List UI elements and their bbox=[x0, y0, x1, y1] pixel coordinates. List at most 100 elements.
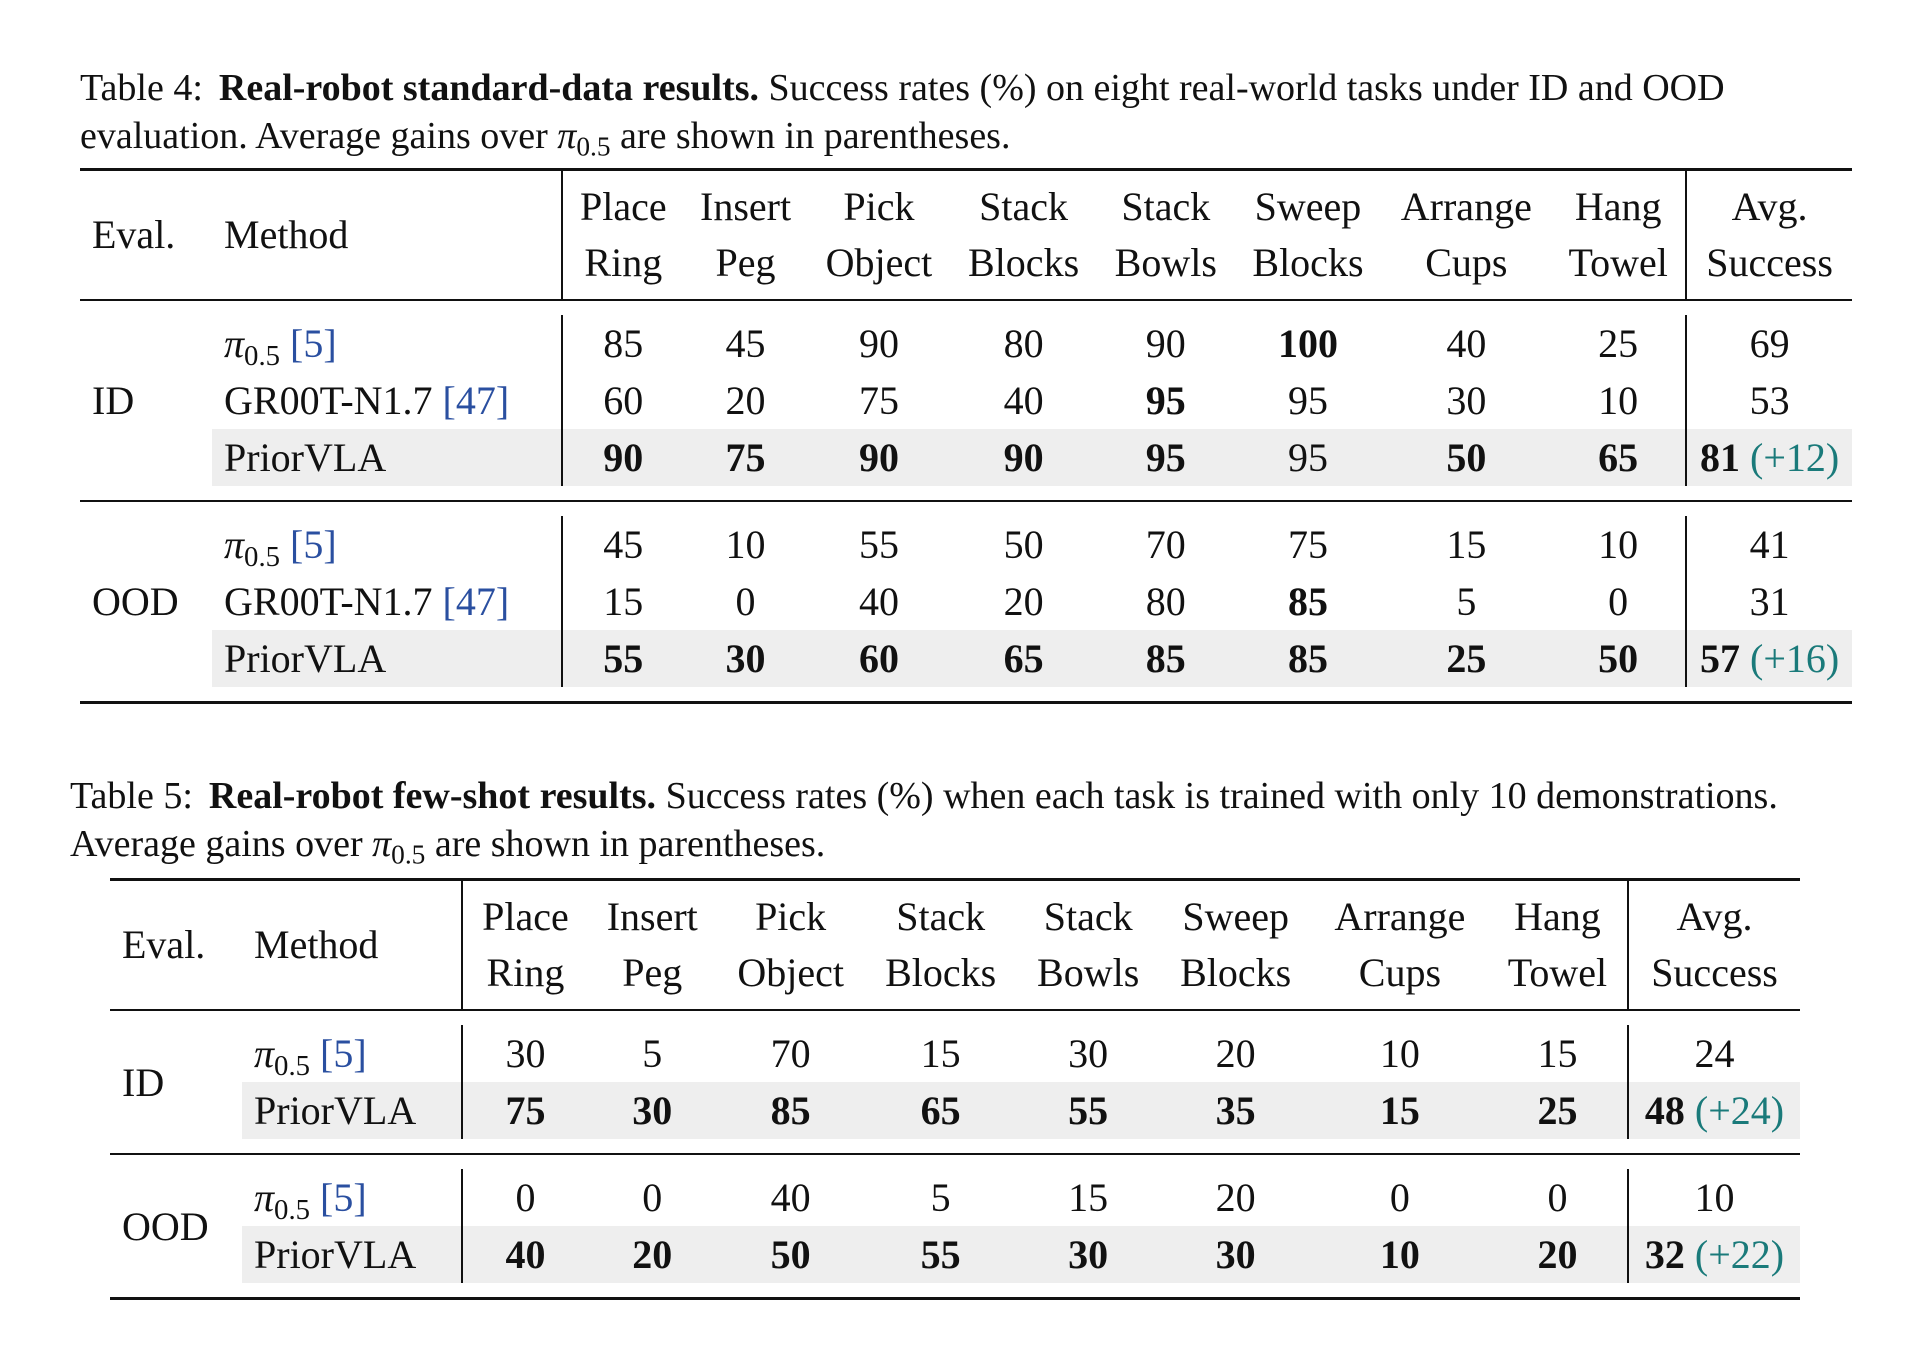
value-cell: 40 bbox=[1003, 378, 1044, 423]
citation-link[interactable]: [5] bbox=[320, 1031, 367, 1076]
header-row: Eval. Method Place Ring Insert Peg Pick Object S… bbox=[110, 878, 1800, 1010]
value-cell: 50 bbox=[1003, 522, 1044, 567]
method-cell: PriorVLA bbox=[242, 1226, 463, 1283]
header-task: Sweep Blocks bbox=[1159, 878, 1312, 1010]
avg-cell: 24 bbox=[1627, 1025, 1800, 1082]
header-task-line: Stack bbox=[1121, 184, 1211, 229]
value-cell: 60 bbox=[561, 372, 684, 429]
value-cell: 45 bbox=[561, 516, 684, 573]
value-cell: 75 bbox=[683, 429, 808, 486]
method-name: PriorVLA bbox=[224, 435, 387, 480]
table5-caption-post: are shown in parentheses. bbox=[425, 823, 826, 865]
header-task-line: Blocks bbox=[968, 240, 1080, 285]
header-task-line: Insert bbox=[606, 894, 698, 939]
header-task-line: Pick bbox=[843, 184, 915, 229]
header-task-line: Blocks bbox=[1180, 950, 1292, 995]
value-cell: 45 bbox=[725, 321, 766, 366]
table-row: PriorVLA 90 75 90 90 95 95 50 65 81 (+12) bbox=[80, 429, 1852, 486]
value-cell: 5 bbox=[930, 1175, 951, 1220]
table4-caption-post: are shown in parentheses. bbox=[610, 115, 1011, 157]
header-task-line: Hang bbox=[1574, 184, 1662, 229]
method-name: π0.5 bbox=[224, 522, 281, 574]
header-task-line: Bowls bbox=[1114, 240, 1217, 285]
value-cell: 100 bbox=[1277, 321, 1338, 366]
avg-value: 24 bbox=[1694, 1031, 1735, 1076]
value-cell: 40 bbox=[770, 1175, 811, 1220]
citation-link[interactable]: [47] bbox=[442, 378, 510, 423]
avg-cell: 81 (+12) bbox=[1685, 429, 1852, 486]
avg-cell: 41 bbox=[1685, 516, 1852, 573]
header-task-line: Peg bbox=[715, 240, 776, 285]
header-task-line: Peg bbox=[622, 950, 683, 995]
method-cell: π0.5 [5] bbox=[242, 1025, 462, 1082]
method-name: GR00T-N1.7 bbox=[224, 579, 433, 624]
table-row: GR00T-N1.7 [47] 15 0 40 20 80 85 5 0 31 bbox=[80, 573, 1852, 630]
header-avg-line: Avg. bbox=[1676, 894, 1753, 939]
method-cell: GR00T-N1.7 [47] bbox=[212, 372, 562, 429]
method-cell: π0.5 [5] bbox=[212, 516, 562, 573]
citation-link[interactable]: [5] bbox=[290, 522, 337, 567]
header-avg: Avg. Success bbox=[1685, 168, 1852, 300]
method-cell: PriorVLA bbox=[212, 630, 563, 687]
table5-caption: Table 5: Real-robot few-shot results. Suc… bbox=[70, 772, 1860, 868]
value-cell: 0 bbox=[1389, 1175, 1410, 1220]
value-cell: 20 bbox=[587, 1226, 717, 1283]
value-cell: 70 bbox=[770, 1031, 811, 1076]
value-cell: 85 bbox=[1234, 630, 1382, 687]
header-task-line: Ring bbox=[486, 950, 565, 995]
table-row: OOD π0.5 [5] 45 10 55 50 70 75 15 10 41 bbox=[80, 516, 1852, 624]
value-cell: 50 bbox=[1381, 429, 1552, 486]
table-row: ID π0.5 [5] 85 45 90 80 90 100 40 25 69 bbox=[80, 315, 1852, 423]
value-cell: 10 bbox=[1311, 1226, 1488, 1283]
header-task-line: Object bbox=[825, 240, 933, 285]
value-cell: 40 bbox=[1446, 321, 1487, 366]
header-method: Method bbox=[242, 878, 463, 1010]
header-task-line: Cups bbox=[1358, 950, 1442, 995]
value-cell: 25 bbox=[1487, 1082, 1629, 1139]
header-task-line: Towel bbox=[1568, 240, 1668, 285]
header-avg-line: Success bbox=[1651, 950, 1778, 995]
header-task-line: Sweep bbox=[1182, 894, 1289, 939]
header-task: Hang Towel bbox=[1487, 878, 1629, 1010]
header-task: Stack Blocks bbox=[950, 168, 1098, 300]
header-task-line: Ring bbox=[584, 240, 663, 285]
header-task-line: Blocks bbox=[885, 950, 997, 995]
method-cell: PriorVLA bbox=[212, 429, 563, 486]
value-cell: 90 bbox=[1145, 321, 1186, 366]
value-cell: 10 bbox=[1379, 1031, 1420, 1076]
table-row: GR00T-N1.7 [47] 60 20 75 40 95 95 30 10 53 bbox=[80, 372, 1852, 429]
header-task-line: Place bbox=[482, 894, 569, 939]
header-task: Pick Object bbox=[716, 878, 865, 1010]
value-cell: 30 bbox=[587, 1082, 717, 1139]
header-task-line: Stack bbox=[1043, 894, 1133, 939]
header-task: Stack Blocks bbox=[864, 878, 1017, 1010]
value-cell: 65 bbox=[1551, 429, 1687, 486]
method-name: GR00T-N1.7 bbox=[224, 378, 433, 423]
avg-value: 81 bbox=[1700, 435, 1740, 480]
method-name: π0.5 bbox=[254, 1031, 311, 1083]
avg-value: 57 bbox=[1700, 636, 1740, 681]
method-cell: π0.5 [5] bbox=[242, 1169, 462, 1226]
header-task-line: Place bbox=[579, 184, 667, 229]
avg-cell: 69 bbox=[1685, 315, 1852, 372]
value-cell: 30 bbox=[683, 630, 808, 687]
value-cell: 70 bbox=[1145, 522, 1186, 567]
table4-caption-pre: Success rates (%) on eight real-world ta… bbox=[80, 67, 1725, 157]
citation-link[interactable]: [47] bbox=[442, 579, 510, 624]
value-cell: 40 bbox=[461, 1226, 588, 1283]
value-cell: 95 bbox=[1287, 378, 1328, 423]
method-name: PriorVLA bbox=[224, 636, 387, 681]
header-avg-line: Avg. bbox=[1731, 184, 1808, 229]
value-cell: 85 bbox=[1287, 579, 1328, 624]
value-cell: 20 bbox=[1487, 1226, 1629, 1283]
avg-gain: (+16) bbox=[1750, 636, 1840, 681]
avg-cell: 57 (+16) bbox=[1685, 630, 1852, 687]
header-task: Sweep Blocks bbox=[1234, 168, 1382, 300]
value-cell: 20 bbox=[1215, 1175, 1256, 1220]
citation-link[interactable]: [5] bbox=[290, 321, 337, 366]
citation-link[interactable]: [5] bbox=[320, 1175, 367, 1220]
avg-value: 41 bbox=[1749, 522, 1790, 567]
value-cell: 15 bbox=[1311, 1082, 1488, 1139]
value-cell: 65 bbox=[864, 1082, 1017, 1139]
value-cell: 30 bbox=[1446, 378, 1487, 423]
